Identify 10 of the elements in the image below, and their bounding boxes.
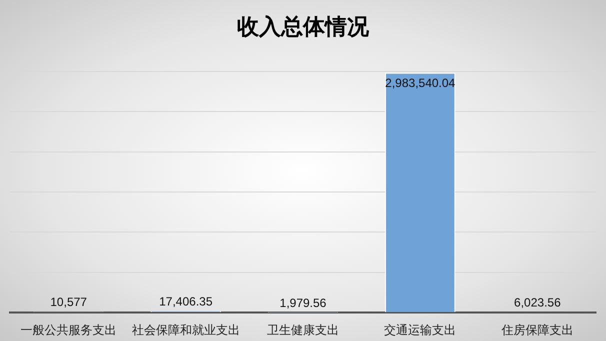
x-tick-label: 住房保障支出 (500, 322, 574, 337)
data-label: 1,979.56 (280, 296, 327, 310)
x-tick-label: 社会保障和就业支出 (132, 322, 240, 337)
x-tick-label: 卫生健康支出 (267, 322, 339, 337)
chart-title: 收入总体情况 (237, 14, 370, 40)
x-tick-label: 交通运输支出 (384, 322, 456, 337)
data-label: 10,577 (50, 295, 88, 310)
x-tick-label: 一般公共服务支出 (20, 322, 117, 337)
data-label: 6,023.56 (514, 295, 562, 310)
data-label: 17,406.35 (159, 294, 213, 309)
